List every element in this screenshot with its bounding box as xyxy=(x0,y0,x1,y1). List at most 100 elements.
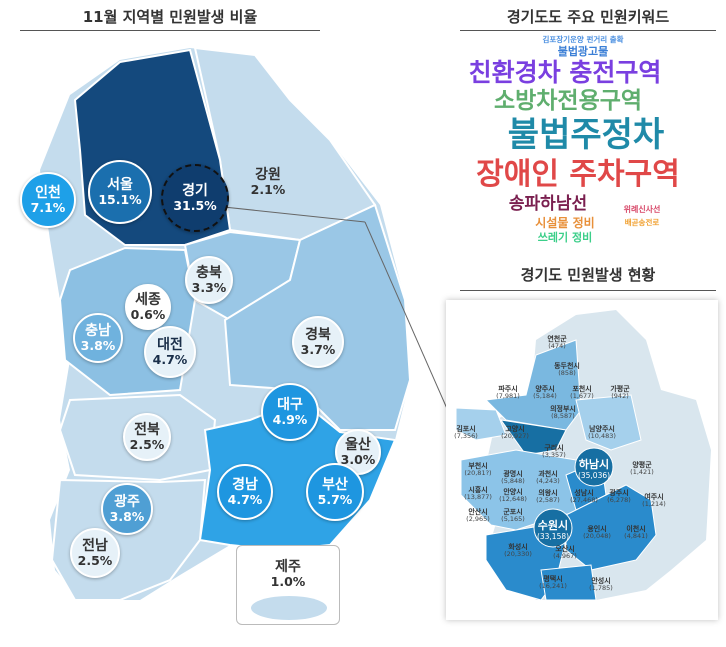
city-label: 이천시 (4,841) xyxy=(624,525,648,541)
region-pct: 4.9% xyxy=(272,411,308,427)
city-name: 가평군 xyxy=(610,384,630,393)
city-name: 파주시 xyxy=(498,384,518,393)
region-bubble: 전북 2.5% xyxy=(123,413,171,461)
region-name: 경남 xyxy=(232,476,258,493)
city-label: 수원시 (33,158) xyxy=(537,519,569,541)
city-label: 파주시 (7,981) xyxy=(496,385,520,401)
city-count: (13,877) xyxy=(464,493,492,502)
city-label: 오산시 (4,967) xyxy=(553,545,577,561)
region-pct: 1.0% xyxy=(270,573,306,589)
city-name: 과천시 xyxy=(538,469,558,478)
city-name: 안산시 xyxy=(468,507,488,516)
city-label: 부천시 (20,81?) xyxy=(464,462,491,478)
keyword: 장애인 주차구역 xyxy=(476,157,680,192)
region-bubble: 전남 2.5% xyxy=(70,528,120,578)
keyword: 친환경차 충전구역 xyxy=(468,58,662,87)
city-label: 안성시 (1,785) xyxy=(589,577,613,593)
city-label: 연천군 (474) xyxy=(547,335,566,351)
connector-line xyxy=(204,204,366,223)
city-name: 의정부시 xyxy=(550,404,576,413)
keyword: 위례신사선 xyxy=(623,205,661,214)
keyword: 김포장기운양 펀거리 출확 xyxy=(542,35,624,44)
region-name: 서울 xyxy=(107,176,133,193)
city-count: (33,158) xyxy=(536,532,570,542)
gyeonggi-title: 경기도 민원발생 현황 xyxy=(520,266,656,284)
city-label: 안양시 (12,648) xyxy=(499,488,527,504)
city-label: 가평군 (942) xyxy=(610,385,629,401)
city-name: 여주시 xyxy=(644,492,664,501)
region-bubble: 경기 31.5% xyxy=(161,164,229,232)
city-name: 화성시 xyxy=(508,542,528,551)
region-name: 충남 xyxy=(85,322,111,339)
city-label: 동두천시 (858) xyxy=(554,362,580,378)
city-count: (12,648) xyxy=(499,495,527,504)
city-name: 부천시 xyxy=(468,461,488,470)
city-name: 군포시 xyxy=(503,507,523,516)
keyword: 불법광고물 xyxy=(557,45,609,58)
city-count: (942) xyxy=(611,392,629,401)
gyeonggi-title-rule xyxy=(460,290,716,291)
region-name: 부산 xyxy=(322,476,348,493)
region-pct: 2.1% xyxy=(250,181,286,197)
city-count: (20,330) xyxy=(504,550,532,559)
region-pct: 3.7% xyxy=(300,341,336,357)
city-name: 수원시 xyxy=(537,518,569,532)
city-name: 오산시 xyxy=(555,544,575,553)
city-label: 화성시 (20,330) xyxy=(504,543,532,559)
city-count: (20,927) xyxy=(501,432,529,441)
city-name: 남양주시 xyxy=(589,424,615,433)
city-count: (5,848) xyxy=(501,477,525,486)
city-label: 군포시 (5,165) xyxy=(501,508,525,524)
city-count: (27,468) xyxy=(570,496,598,505)
keyword: 불법주정차 xyxy=(507,115,665,155)
region-name: 세종 xyxy=(135,291,161,308)
city-count: (4,841) xyxy=(624,532,648,541)
region-pct: 2.5% xyxy=(129,436,165,452)
region-pct: 7.1% xyxy=(30,199,66,215)
region-bubble: 경남 4.7% xyxy=(217,464,273,520)
city-label: 평택시 (16,241) xyxy=(539,575,567,591)
region-pct: 3.8% xyxy=(80,337,116,353)
region-name: 강원 xyxy=(255,166,281,183)
city-count: (5,165) xyxy=(501,515,525,524)
region-bubble: 광주 3.8% xyxy=(101,483,153,535)
region-name: 전남 xyxy=(82,537,108,554)
city-label: 광주시 (6,278) xyxy=(607,489,631,505)
left-title-rule xyxy=(20,30,320,31)
keyword: 시설물 정비 xyxy=(535,216,595,230)
city-count: (2,965) xyxy=(466,515,490,524)
city-count: (1,214) xyxy=(642,500,666,509)
region-pct: 5.7% xyxy=(317,491,353,507)
region-pct: 3.8% xyxy=(109,508,145,524)
city-count: (474) xyxy=(548,342,566,351)
city-label: 포천시 (1,677) xyxy=(570,385,594,401)
city-name: 양주시 xyxy=(535,384,555,393)
region-bubble: 충남 3.8% xyxy=(73,313,123,363)
city-name: 의왕시 xyxy=(538,488,558,497)
region-name: 충북 xyxy=(196,264,222,281)
city-count: (8,587) xyxy=(551,412,575,421)
region-name: 대구 xyxy=(277,396,303,413)
city-name: 이천시 xyxy=(626,524,646,533)
city-name: 포천시 xyxy=(572,384,592,393)
gyeonggi-map xyxy=(455,310,711,601)
city-label: 하남시 (35,036) xyxy=(578,458,610,480)
city-name: 하남시 xyxy=(578,457,610,471)
city-name: 고양시 xyxy=(505,424,525,433)
city-count: (7,981) xyxy=(496,392,520,401)
region-bubble: 대구 4.9% xyxy=(261,383,319,441)
region-bubble: 서울 15.1% xyxy=(88,160,152,224)
city-count: (35,036) xyxy=(577,471,611,481)
city-count: (1,421) xyxy=(630,468,654,477)
city-label: 양평군 (1,421) xyxy=(630,461,654,477)
region-name: 제주 xyxy=(275,558,301,575)
city-name: 성남시 xyxy=(574,488,594,497)
city-count: (858) xyxy=(558,369,576,378)
city-count: (1,785) xyxy=(589,584,613,593)
city-name: 광명시 xyxy=(503,469,523,478)
city-name: 광주시 xyxy=(609,488,629,497)
city-count: (1,677) xyxy=(570,392,594,401)
region-pct: 4.7% xyxy=(152,351,188,367)
region-bubble: 세종 0.6% xyxy=(125,284,171,330)
city-count: (10,483) xyxy=(588,432,616,441)
